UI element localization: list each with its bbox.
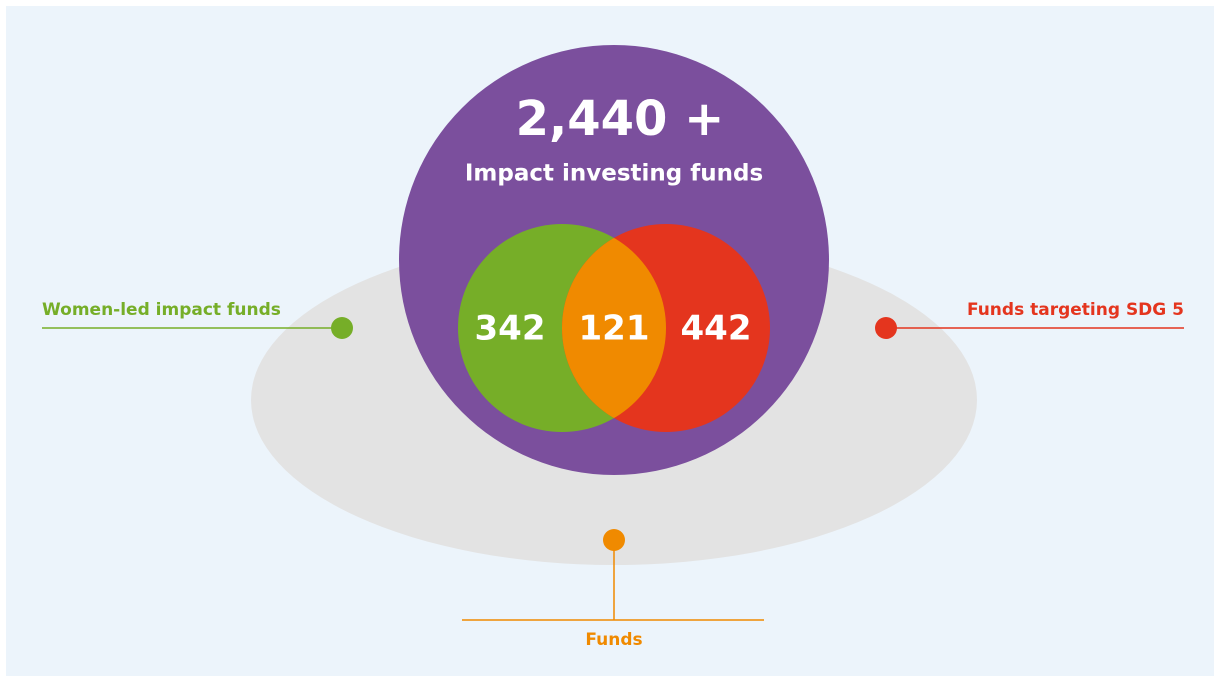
sdg5-value: 442	[681, 309, 752, 349]
funds-label: Funds	[585, 630, 642, 650]
women-led-value: 342	[475, 309, 546, 349]
funds-dot	[603, 529, 625, 551]
overlap-area	[562, 224, 666, 432]
total-value: 2,440 +	[516, 91, 725, 147]
overlap-value: 121	[579, 309, 650, 349]
sdg5-dot	[875, 317, 897, 339]
women-led-label: Women-led impact funds	[42, 300, 281, 320]
total-label: Impact investing funds	[465, 161, 763, 187]
women-led-dot	[331, 317, 353, 339]
sdg5-label: Funds targeting SDG 5	[967, 300, 1184, 320]
